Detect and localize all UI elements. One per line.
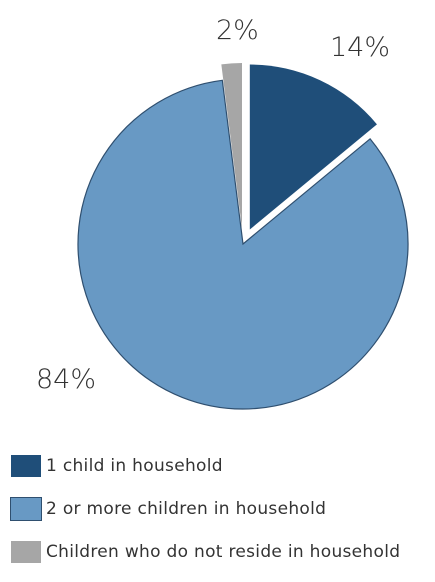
slice-not-reside xyxy=(221,63,242,229)
legend-item-not-reside: Children who do not reside in household xyxy=(10,539,400,565)
legend-swatch-not-reside xyxy=(10,540,42,564)
legend-label-two-or-more-children: 2 or more children in household xyxy=(46,499,327,519)
data-label-one-child: 14% xyxy=(330,32,390,63)
slice-two-or-more-children xyxy=(77,79,409,410)
legend-label-not-reside: Children who do not reside in household xyxy=(46,542,401,562)
data-label-two-or-more-children: 84% xyxy=(36,364,96,395)
slice-one-child xyxy=(249,64,377,230)
legend-item-one-child: 1 child in household xyxy=(10,453,400,479)
data-label-not-reside: 2% xyxy=(216,15,259,46)
legend-swatch-two-or-more-children xyxy=(10,497,42,521)
pie-chart: 14% 84% 2% xyxy=(36,15,409,410)
legend-label-one-child: 1 child in household xyxy=(46,456,223,476)
legend-item-two-or-more-children: 2 or more children in household xyxy=(10,496,400,522)
legend-swatch-one-child xyxy=(10,454,42,478)
legend: 1 child in household 2 or more children … xyxy=(10,453,400,582)
